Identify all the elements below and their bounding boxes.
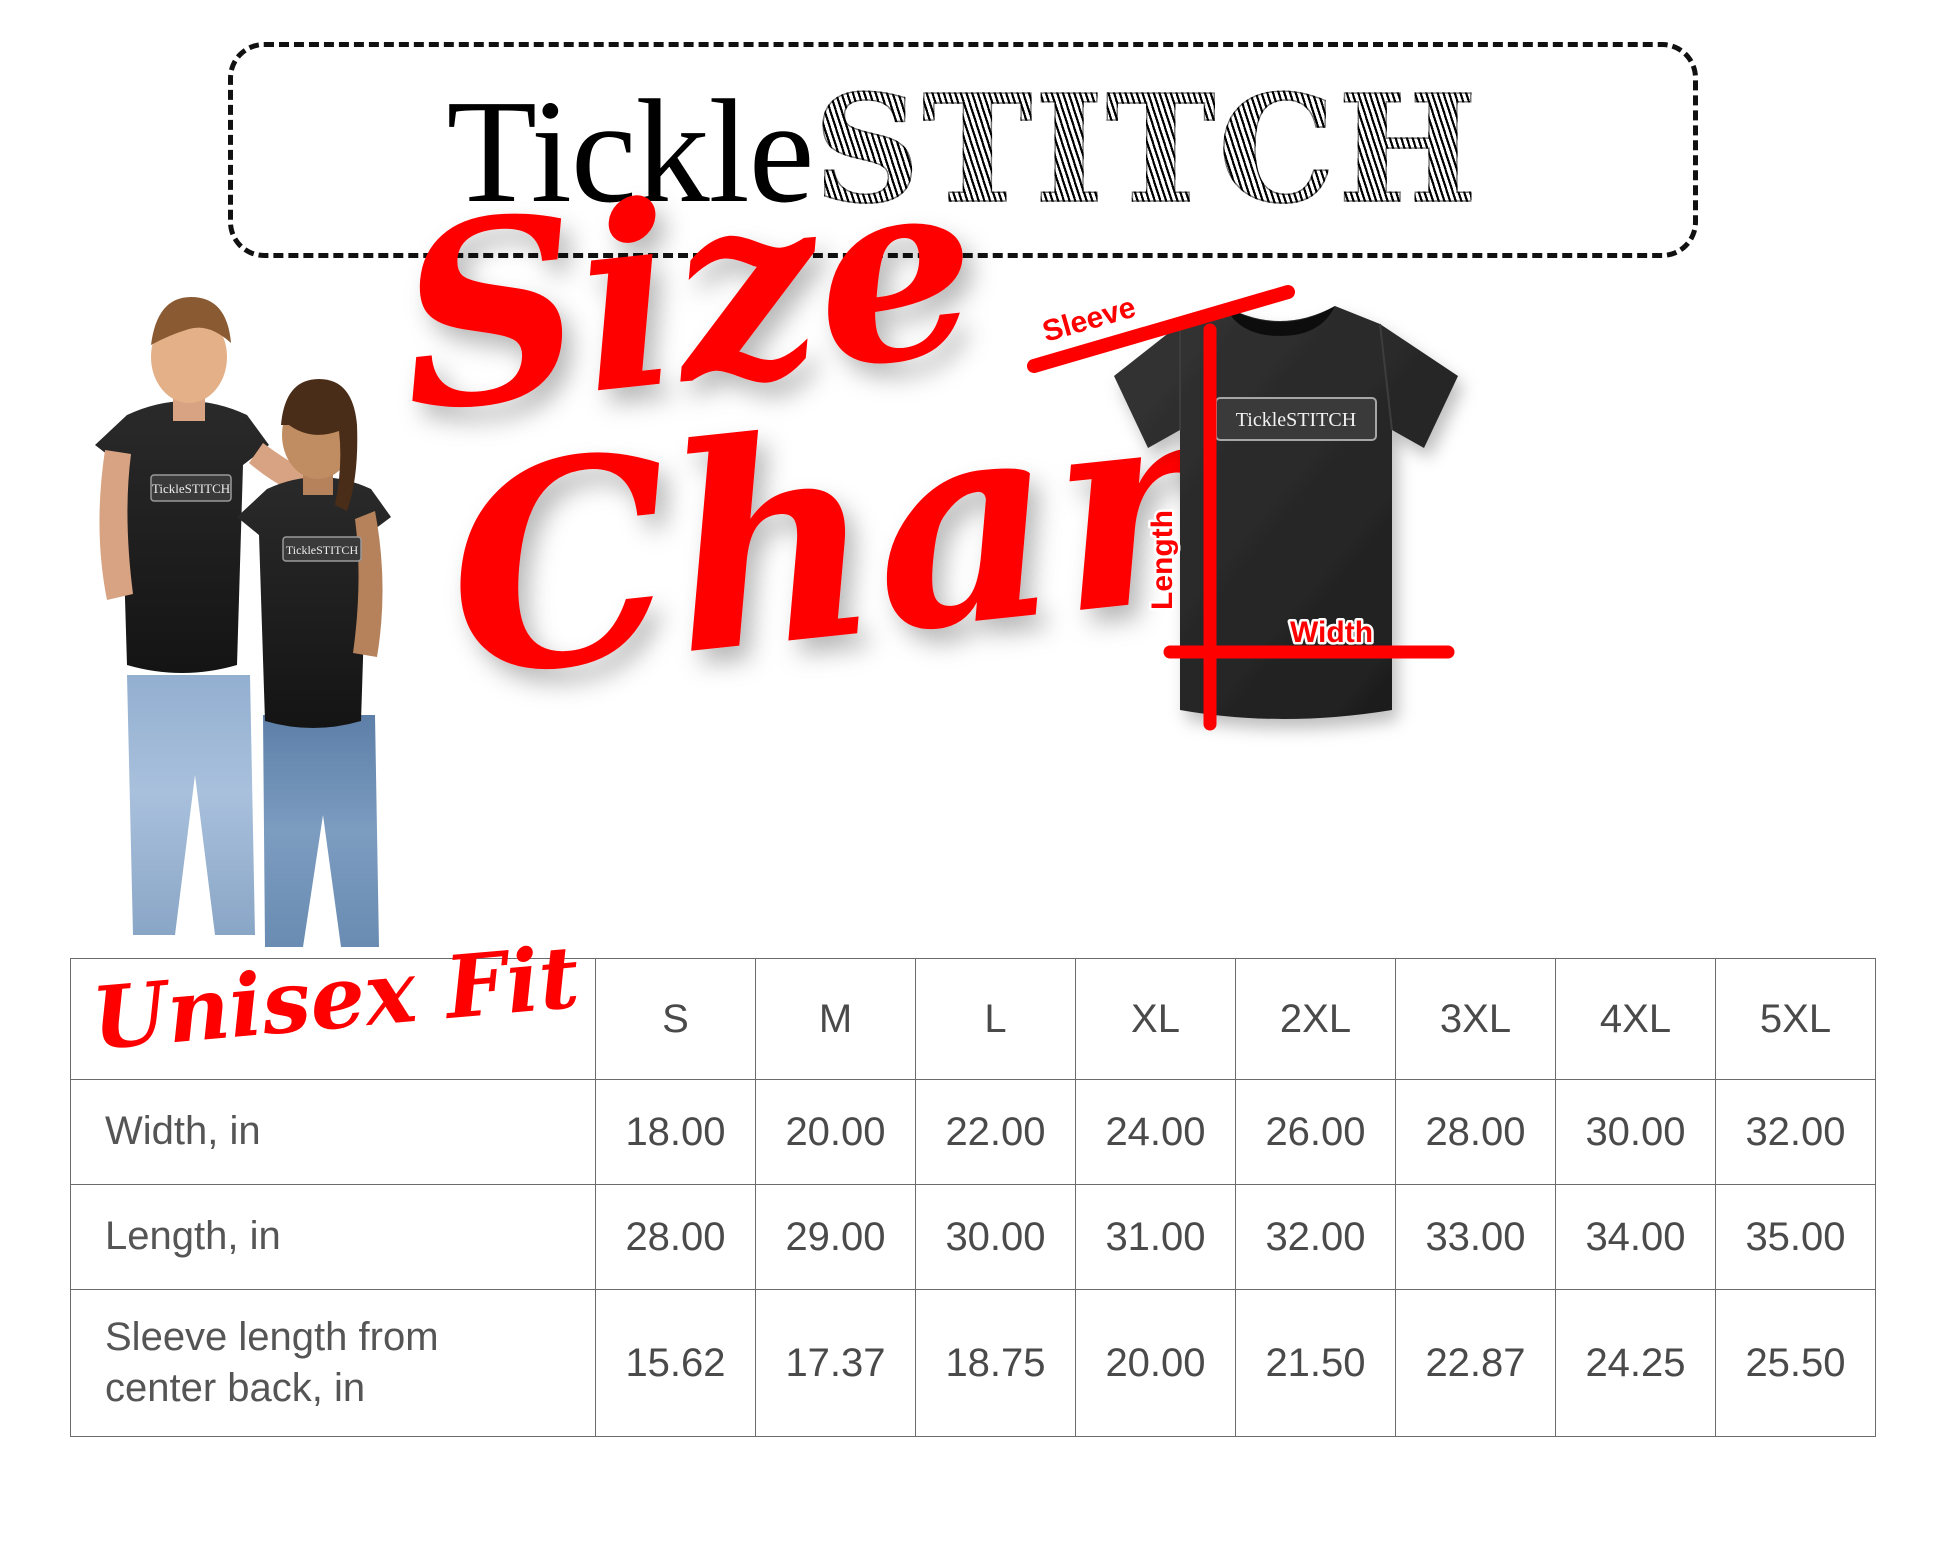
cell-width-3xl: 28.00 bbox=[1395, 1079, 1556, 1185]
cell-sleeve-s: 15.62 bbox=[595, 1289, 756, 1437]
cell-sleeve-l: 18.75 bbox=[915, 1289, 1076, 1437]
row-label-sleeve-line1: Sleeve length from bbox=[105, 1314, 439, 1359]
cell-length-3xl: 33.00 bbox=[1395, 1184, 1556, 1290]
cell-sleeve-5xl: 25.50 bbox=[1715, 1289, 1876, 1437]
model-female bbox=[237, 379, 391, 947]
cell-length-s: 28.00 bbox=[595, 1184, 756, 1290]
cell-length-l: 30.00 bbox=[915, 1184, 1076, 1290]
length-label: Length bbox=[1146, 510, 1179, 610]
male-chest-patch-label: TickleSTITCH bbox=[152, 481, 230, 496]
row-label-width: Width, in bbox=[70, 1079, 596, 1185]
width-label: Width bbox=[1290, 616, 1373, 649]
brand-logo-box: TickleSTITCH bbox=[228, 42, 1698, 258]
size-table: Unisex Fit S M L XL 2XL 3XL 4XL 5XL Wi bbox=[70, 927, 1876, 1437]
cell-length-xl: 31.00 bbox=[1075, 1184, 1236, 1290]
table-header-row: Unisex Fit S M L XL 2XL 3XL 4XL 5XL bbox=[70, 927, 1876, 1080]
cell-width-m: 20.00 bbox=[755, 1079, 916, 1185]
unisex-fit-cell: Unisex Fit bbox=[70, 927, 596, 1080]
cell-length-m: 29.00 bbox=[755, 1184, 916, 1290]
column-header-l: L bbox=[915, 958, 1076, 1080]
cell-length-4xl: 34.00 bbox=[1555, 1184, 1716, 1290]
column-header-3xl: 3XL bbox=[1395, 958, 1556, 1080]
cell-sleeve-2xl: 21.50 bbox=[1235, 1289, 1396, 1437]
logo-part-stitch: STITCH bbox=[813, 61, 1480, 236]
column-header-4xl: 4XL bbox=[1555, 958, 1716, 1080]
row-label-sleeve-line2: center back, in bbox=[105, 1366, 366, 1410]
table-row: Length, in 28.00 29.00 30.00 31.00 32.00… bbox=[70, 1184, 1876, 1290]
cell-width-s: 18.00 bbox=[595, 1079, 756, 1185]
tshirt-measurement-diagram: TickleSTITCH Sleeve Length Width bbox=[1020, 280, 1500, 750]
model-male bbox=[95, 297, 337, 935]
size-table-head: Unisex Fit S M L XL 2XL 3XL 4XL 5XL bbox=[70, 927, 1876, 1080]
cell-width-l: 22.00 bbox=[915, 1079, 1076, 1185]
shirt-patch-label: TickleSTITCH bbox=[1236, 409, 1356, 431]
cell-length-5xl: 35.00 bbox=[1715, 1184, 1876, 1290]
size-chart-headline: Size Chart bbox=[385, 116, 1346, 815]
size-table-wrapper: Unisex Fit S M L XL 2XL 3XL 4XL 5XL Wi bbox=[70, 927, 1876, 1437]
unisex-fit-script: Unisex Fit bbox=[71, 927, 596, 1081]
cell-length-2xl: 32.00 bbox=[1235, 1184, 1396, 1290]
measurement-lines bbox=[1027, 285, 1455, 731]
cell-width-2xl: 26.00 bbox=[1235, 1079, 1396, 1185]
column-header-5xl: 5XL bbox=[1715, 958, 1876, 1080]
cell-sleeve-4xl: 24.25 bbox=[1555, 1289, 1716, 1437]
shirt-chest-patch: TickleSTITCH bbox=[1215, 397, 1377, 441]
cell-width-xl: 24.00 bbox=[1075, 1079, 1236, 1185]
row-label-length: Length, in bbox=[70, 1184, 596, 1290]
table-row: Width, in 18.00 20.00 22.00 24.00 26.00 … bbox=[70, 1079, 1876, 1185]
column-header-m: M bbox=[755, 958, 916, 1080]
sleeve-measure-line bbox=[1027, 285, 1295, 373]
table-row: Sleeve length from center back, in 15.62… bbox=[70, 1289, 1876, 1437]
brand-logo-text: TickleSTITCH bbox=[447, 74, 1480, 226]
column-header-s: S bbox=[595, 958, 756, 1080]
cell-width-4xl: 30.00 bbox=[1555, 1079, 1716, 1185]
cell-sleeve-m: 17.37 bbox=[755, 1289, 916, 1437]
cell-sleeve-3xl: 22.87 bbox=[1395, 1289, 1556, 1437]
column-header-xl: XL bbox=[1075, 958, 1236, 1080]
cell-sleeve-xl: 20.00 bbox=[1075, 1289, 1236, 1437]
size-table-body: Width, in 18.00 20.00 22.00 24.00 26.00 … bbox=[70, 1079, 1876, 1437]
logo-part-tickle: Tickle bbox=[446, 69, 815, 234]
cell-width-5xl: 32.00 bbox=[1715, 1079, 1876, 1185]
models-photo: TickleSTITCH TickleSTITCH bbox=[75, 275, 495, 965]
row-label-sleeve: Sleeve length from center back, in bbox=[70, 1289, 596, 1437]
female-chest-patch-label: TickleSTITCH bbox=[286, 543, 359, 557]
column-header-2xl: 2XL bbox=[1235, 958, 1396, 1080]
